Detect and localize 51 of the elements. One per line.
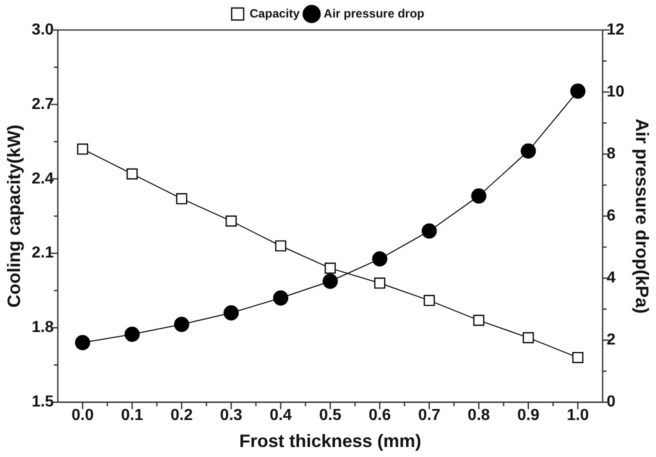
point	[522, 332, 534, 344]
point	[324, 262, 336, 274]
point	[570, 84, 586, 99]
x-tick-label: 0.2	[170, 407, 193, 424]
x-tick-label: 0.4	[270, 407, 292, 424]
x-tick-label: 0.7	[418, 407, 440, 424]
point	[422, 223, 437, 239]
point	[572, 352, 584, 364]
point	[77, 144, 88, 155]
x-tick-label: 1.0	[566, 407, 590, 424]
y-tick-label: 2.1	[32, 244, 54, 262]
x-tick-label: 0.5	[319, 407, 342, 424]
x-tick-label: 0.6	[368, 407, 391, 424]
y2-tick-label: 10	[606, 83, 624, 100]
point	[126, 168, 138, 180]
point	[374, 278, 386, 289]
x-tick-label: 0.8	[468, 407, 490, 424]
point	[520, 143, 536, 159]
y2-tick-label: 8	[606, 145, 616, 162]
point	[176, 193, 188, 204]
x-tick-label: 0.9	[517, 407, 540, 424]
x-tick-label: 0.1	[121, 407, 144, 424]
y-tick-label: 3.0	[32, 21, 54, 38]
point	[224, 305, 239, 320]
legend-label: Air pressure drop	[324, 6, 424, 20]
y2-tick-label: 0	[606, 394, 616, 411]
legend-label: Capacity	[250, 6, 300, 20]
y2-tick-label: 12	[606, 21, 624, 38]
point	[471, 188, 486, 204]
y2-tick-label: 6	[606, 208, 616, 225]
point	[473, 314, 484, 326]
y2-tick-label: 2	[606, 332, 616, 349]
point	[275, 240, 286, 252]
x-axis-title: Frost thickness (mm)	[239, 431, 422, 452]
y-tick-label: 2.7	[32, 96, 54, 113]
x-tick-label: 0.3	[220, 407, 242, 424]
y-tick-label: 1.5	[32, 394, 54, 411]
y-tick-label: 2.4	[32, 170, 54, 188]
point	[372, 251, 388, 267]
point	[273, 290, 288, 306]
point	[174, 316, 190, 332]
point	[124, 326, 140, 342]
point	[424, 294, 435, 306]
y2-axis-title: Air pressure drop(kPa)	[632, 118, 652, 314]
point	[226, 216, 237, 227]
y2-tick-label: 4	[606, 270, 616, 287]
y-axis-title: Cooling capacity(kW)	[4, 124, 24, 308]
point	[322, 274, 338, 289]
point	[75, 335, 90, 350]
y-tick-label: 1.8	[32, 319, 54, 336]
x-tick-label: 0.0	[71, 407, 94, 424]
